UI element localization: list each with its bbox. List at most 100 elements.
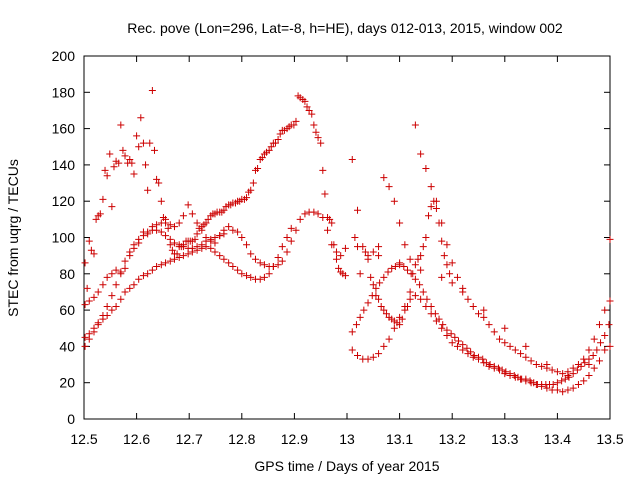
data-point [287,224,295,232]
data-point [216,252,224,260]
data-point [469,353,477,361]
data-point [108,292,116,300]
data-point [287,237,295,245]
data-point [170,239,178,247]
data-point [400,263,408,271]
data-point [144,228,152,236]
data-point [573,366,581,374]
data-point [581,359,589,367]
data-point [260,261,268,269]
data-point [432,197,440,205]
data-point [112,266,120,274]
y-tick-label: 40 [59,338,75,354]
data-point [501,339,509,347]
data-point [448,259,456,267]
data-point [216,232,224,240]
data-point [569,384,577,392]
data-point [422,165,430,173]
data-point [175,253,183,261]
x-tick-label: 13 [339,431,355,447]
data-point [207,244,215,252]
data-point [326,215,334,223]
data-point [269,263,277,271]
data-point [384,268,392,276]
data-point [166,221,174,229]
data-point [388,264,396,272]
data-point [341,272,349,280]
data-point [464,350,472,358]
data-point [406,295,414,303]
data-point [81,333,89,341]
data-point [543,361,551,369]
data-point [191,235,199,243]
data-point [385,183,393,191]
data-point [204,215,212,223]
data-point [94,288,102,296]
data-point [103,273,111,281]
data-point [153,263,161,271]
data-point [438,219,446,227]
data-point [538,382,546,390]
data-point [356,270,364,278]
data-point [485,362,493,370]
data-point [377,302,385,310]
data-point [427,310,435,318]
data-point [142,161,150,169]
data-point [276,130,284,138]
data-point [243,241,251,249]
data-point [87,246,95,254]
data-point [144,186,152,194]
data-point [260,273,268,281]
data-point [606,297,614,305]
data-point [126,155,134,163]
data-point [198,241,206,249]
data-point [425,212,433,220]
data-point [459,288,467,296]
data-point [115,159,123,167]
data-point [247,273,255,281]
data-point [225,259,233,267]
data-point [220,230,228,238]
data-point [369,281,377,289]
data-point [179,243,187,251]
x-tick-label: 13.1 [386,431,413,447]
data-point [290,121,298,129]
data-point [564,386,572,394]
data-point [317,139,325,147]
data-point [193,243,201,251]
data-point [506,371,514,379]
data-point [390,197,398,205]
data-point [265,270,273,278]
data-point [501,370,509,378]
data-point [256,275,264,283]
data-point [278,257,286,265]
data-point [321,190,329,198]
data-point [106,150,114,158]
data-point [543,384,551,392]
data-point [356,313,364,321]
data-point [532,361,540,369]
data-point [593,346,601,354]
y-tick-label: 60 [59,302,75,318]
data-point [423,295,431,303]
data-point [517,375,525,383]
data-point [170,255,178,263]
data-point [558,377,566,385]
data-point [448,339,456,347]
data-point [553,386,561,394]
data-point [314,210,322,218]
data-point [501,324,509,332]
data-point [486,361,494,369]
data-point [422,302,430,310]
data-point [166,235,174,243]
data-point [150,146,158,154]
data-point [511,373,519,381]
y-tick-label: 180 [52,84,76,100]
data-point [157,197,165,205]
data-point [360,306,368,314]
data-point [375,252,383,260]
data-point [139,232,147,240]
data-point [475,355,482,363]
data-point [354,243,362,251]
data-point [274,135,282,143]
